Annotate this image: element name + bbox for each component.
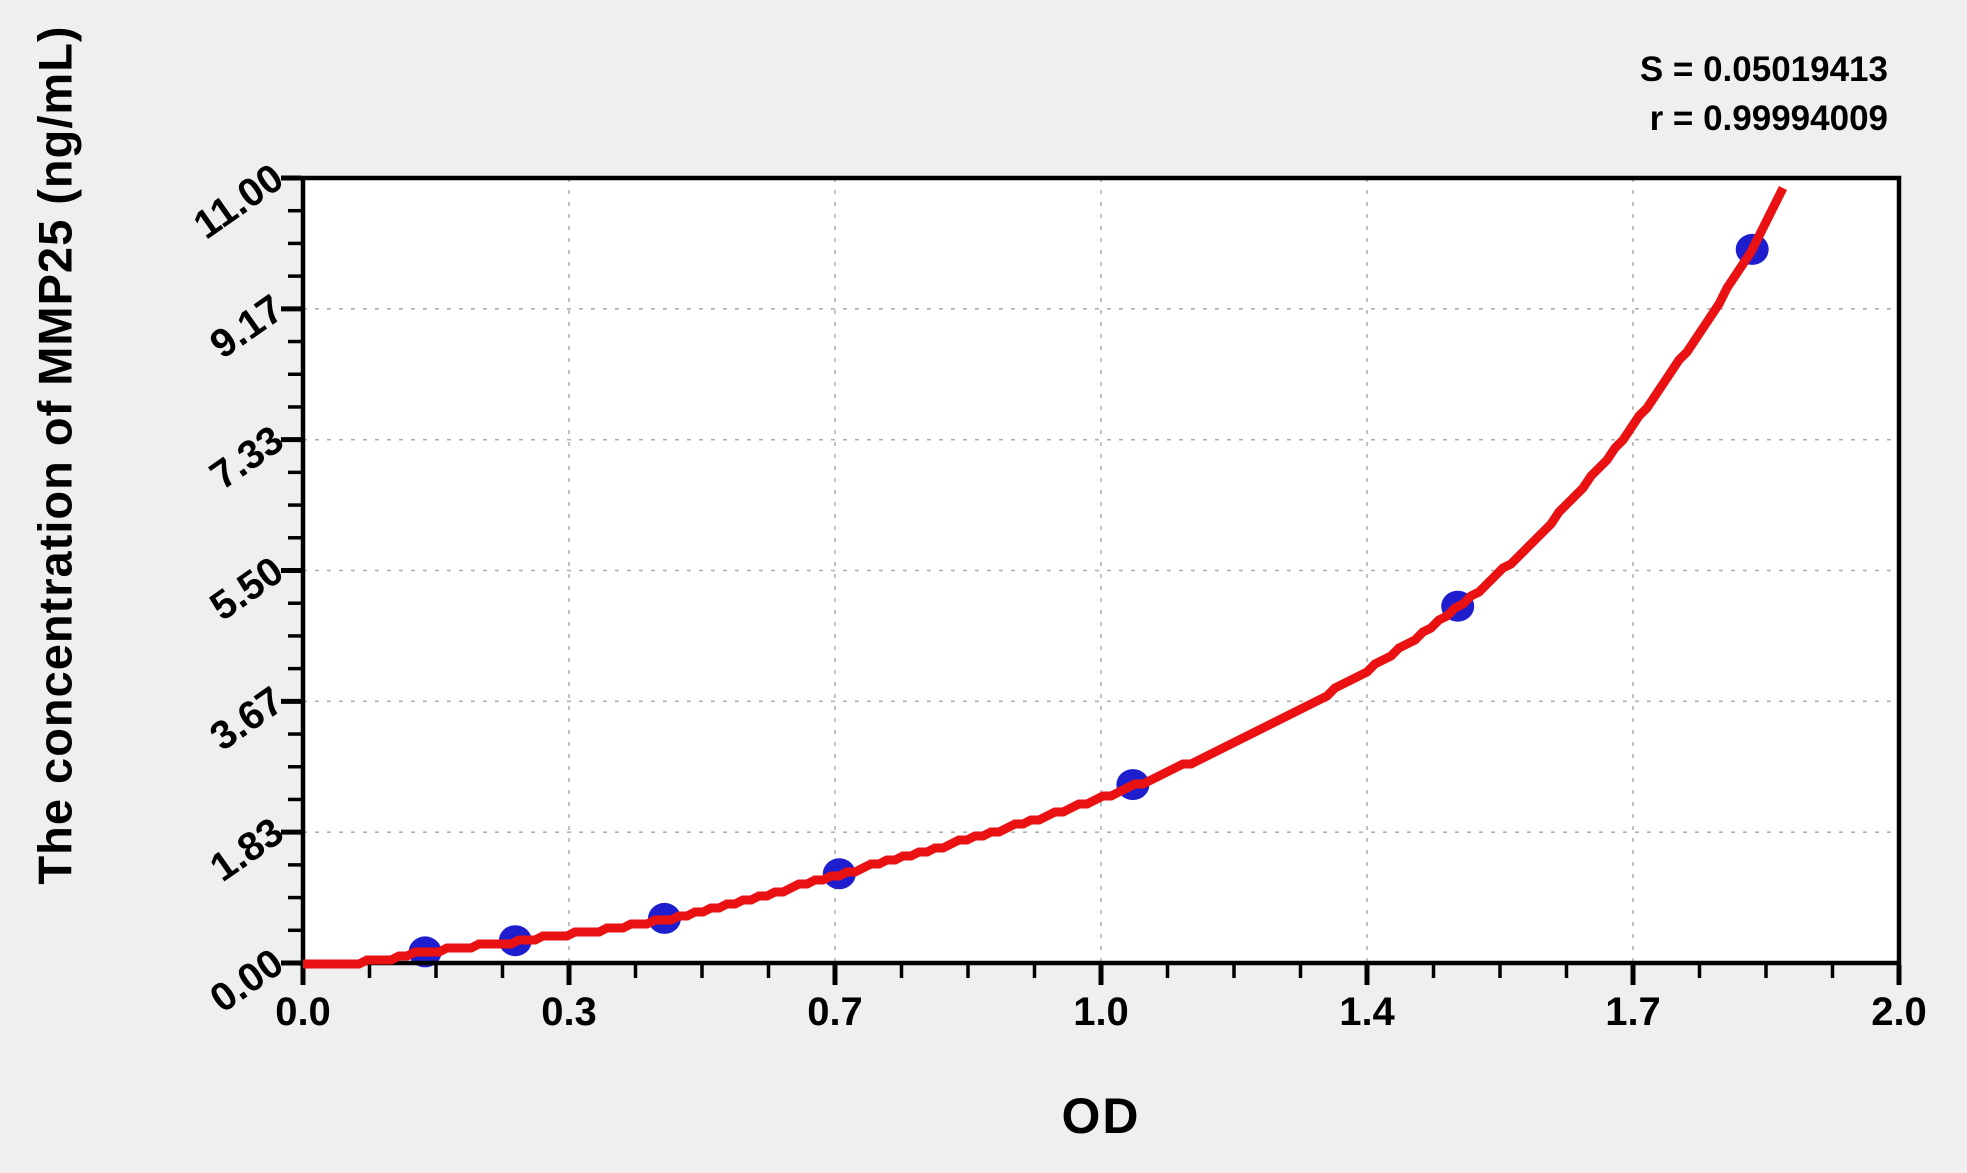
fit-curve xyxy=(303,185,1788,969)
x-tick-label: 2.0 xyxy=(1871,990,1927,1034)
x-tick-label: 1.4 xyxy=(1339,990,1395,1034)
x-tick-label: 0.0 xyxy=(275,990,331,1034)
y-axis-title: The concentration of MMP25 (ng/mL) xyxy=(28,25,82,885)
x-axis-title: OD xyxy=(1061,1088,1141,1144)
stat-s-value: S = 0.05019413 xyxy=(1639,50,1888,89)
stat-r-value: r = 0.99994009 xyxy=(1649,99,1888,138)
x-tick-label: 0.7 xyxy=(807,990,863,1034)
plot-frame xyxy=(300,175,1902,966)
x-tick-label: 1.0 xyxy=(1073,990,1129,1034)
x-tick-label: 1.7 xyxy=(1605,990,1661,1034)
x-tick-label: 0.3 xyxy=(541,990,597,1034)
fit-statistics: S = 0.05019413 r = 0.99994009 xyxy=(1640,45,1888,143)
